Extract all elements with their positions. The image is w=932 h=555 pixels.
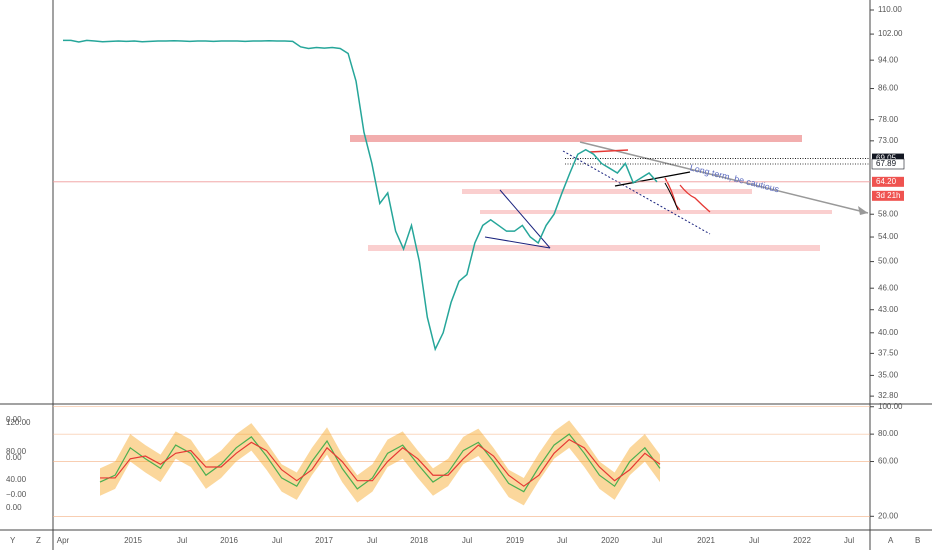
y-tick-label: 40.00 <box>878 328 899 337</box>
x-tick-label: Jul <box>652 536 662 545</box>
osc-left-label: 120.00 <box>6 418 31 427</box>
bottom-left-button[interactable]: Y <box>10 536 16 545</box>
y-tick-label: 50.00 <box>878 257 899 266</box>
triangle-line <box>589 149 629 153</box>
bottom-left-button[interactable]: Z <box>36 536 41 545</box>
zone <box>462 189 752 194</box>
countdown-label: 3d 21h <box>876 191 900 200</box>
osc-tick-label: 100.00 <box>878 402 903 411</box>
x-tick-label: Jul <box>557 536 567 545</box>
y-tick-label: 73.00 <box>878 136 899 145</box>
x-tick-label: 2020 <box>601 536 619 545</box>
y-tick-label: 43.00 <box>878 305 899 314</box>
x-tick-label: 2017 <box>315 536 333 545</box>
x-tick-label: Jul <box>367 536 377 545</box>
osc-left-label: 40.00 <box>6 475 27 484</box>
x-tick-label: Jul <box>844 536 854 545</box>
price-badge-label: 69.05 <box>876 154 897 163</box>
channel-line <box>562 150 711 235</box>
arrow-head <box>858 206 868 215</box>
osc-left-label: −0.00 <box>6 490 27 499</box>
wedge-line <box>499 189 551 249</box>
osc-tick-label: 80.00 <box>878 429 899 438</box>
y-tick-label: 102.00 <box>878 29 903 38</box>
x-tick-label: 2021 <box>697 536 715 545</box>
osc-tick-label: 60.00 <box>878 457 899 466</box>
x-tick-label: 2016 <box>220 536 238 545</box>
y-tick-label: 110.00 <box>878 5 902 14</box>
price-line <box>63 39 658 352</box>
osc-left-label: 0.00 <box>6 415 22 424</box>
y-tick-label: 58.00 <box>878 209 899 218</box>
price-badge-label: 67.89 <box>876 159 897 168</box>
y-tick-label: 86.00 <box>878 84 899 93</box>
y-tick-label: 32.80 <box>878 391 899 400</box>
osc-line <box>100 438 661 487</box>
osc-left-label: 0.00 <box>6 453 22 462</box>
osc-line <box>99 433 661 493</box>
price-badge-label: 64.20 <box>876 177 897 186</box>
price-badge <box>872 153 904 164</box>
x-tick-label: Jul <box>177 536 187 545</box>
y-tick-label: 35.00 <box>878 371 899 380</box>
x-tick-label: 2022 <box>793 536 811 545</box>
x-tick-label: 2015 <box>124 536 142 545</box>
y-tick-label: 46.00 <box>878 283 899 292</box>
bottom-right-button[interactable]: A <box>888 536 894 545</box>
x-tick-label: 2019 <box>506 536 524 545</box>
osc-left-label: 80.00 <box>6 447 27 456</box>
y-tick-label: 37.50 <box>878 348 899 357</box>
countdown-badge <box>872 190 904 201</box>
trend-line <box>614 171 691 187</box>
y-tick-label: 54.00 <box>878 232 899 241</box>
y-tick-label: 78.00 <box>878 115 899 124</box>
zone <box>480 210 832 214</box>
x-tick-label: Jul <box>462 536 472 545</box>
x-tick-label: Jul <box>272 536 282 545</box>
projection-arrow <box>664 182 679 211</box>
osc-tick-label: 20.00 <box>878 511 899 520</box>
y-tick-label: 94.00 <box>878 55 899 64</box>
x-tick-label: 2018 <box>410 536 428 545</box>
trend-line <box>579 141 869 214</box>
price-badge <box>872 176 904 187</box>
x-tick-label: Apr <box>57 536 70 545</box>
price-badge <box>871 158 905 170</box>
wedge-line <box>484 236 551 249</box>
support-zone <box>368 245 820 251</box>
x-tick-label: Jul <box>749 536 759 545</box>
resistance-zone <box>350 135 802 142</box>
bottom-right-button[interactable]: B <box>915 536 920 545</box>
osc-left-label: 0.00 <box>6 503 22 512</box>
